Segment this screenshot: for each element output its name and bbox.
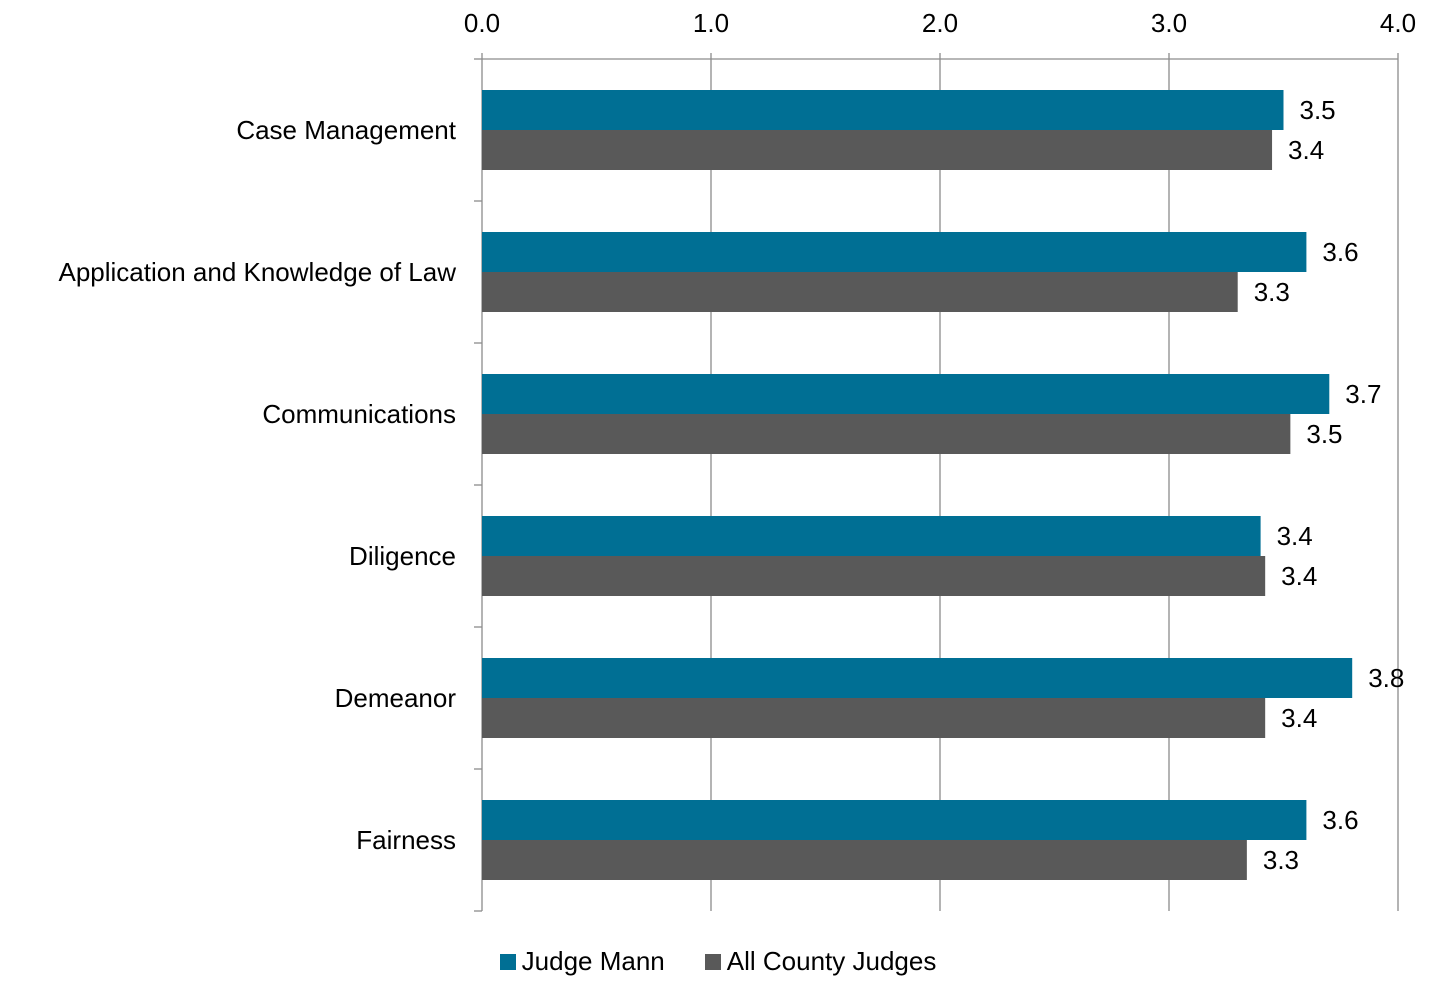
bar-0-4 [482,658,1353,698]
data-label-1-4: 3.4 [1281,703,1317,733]
x-tick-label-0: 0.0 [464,8,500,38]
x-tick-label-3: 3.0 [1151,8,1187,38]
data-label-0-1: 3.6 [1322,237,1358,267]
data-label-0-4: 3.8 [1368,663,1404,693]
legend-swatch-judge-mann [499,953,516,970]
legend-label-judge-mann: Judge Mann [521,946,665,976]
legend: Judge Mann All County Judges [0,946,1436,977]
x-tick-label-4: 4.0 [1380,8,1416,38]
data-label-0-2: 3.7 [1345,379,1381,409]
legend-swatch-all-county-judges [704,953,721,970]
data-label-1-1: 3.3 [1254,277,1290,307]
category-label-1: Application and Knowledge of Law [58,257,456,287]
data-label-1-2: 3.5 [1306,419,1342,449]
category-label-0: Case Management [236,115,456,145]
data-label-1-3: 3.4 [1281,561,1317,591]
data-label-0-3: 3.4 [1277,521,1313,551]
bar-0-1 [482,232,1307,272]
bar-0-2 [482,374,1330,414]
bar-1-2 [482,414,1291,454]
category-label-2: Communications [262,399,456,429]
data-label-0-0: 3.5 [1300,95,1336,125]
bar-1-1 [482,272,1238,312]
data-label-1-0: 3.4 [1288,135,1324,165]
data-label-1-5: 3.3 [1263,845,1299,875]
category-label-4: Demeanor [335,683,457,713]
bar-1-5 [482,840,1247,880]
category-label-3: Diligence [349,541,456,571]
bar-0-5 [482,800,1307,840]
legend-item-all-county-judges: All County Judges [704,946,937,977]
x-tick-label-2: 2.0 [922,8,958,38]
legend-label-all-county-judges: All County Judges [726,946,937,976]
x-tick-label-1: 1.0 [693,8,729,38]
bar-0-3 [482,516,1261,556]
bar-1-3 [482,556,1266,596]
category-label-5: Fairness [356,825,456,855]
data-label-0-5: 3.6 [1322,805,1358,835]
bar-0-0 [482,90,1284,130]
bar-1-4 [482,698,1266,738]
legend-item-judge-mann: Judge Mann [499,946,665,977]
bar-1-0 [482,130,1273,170]
